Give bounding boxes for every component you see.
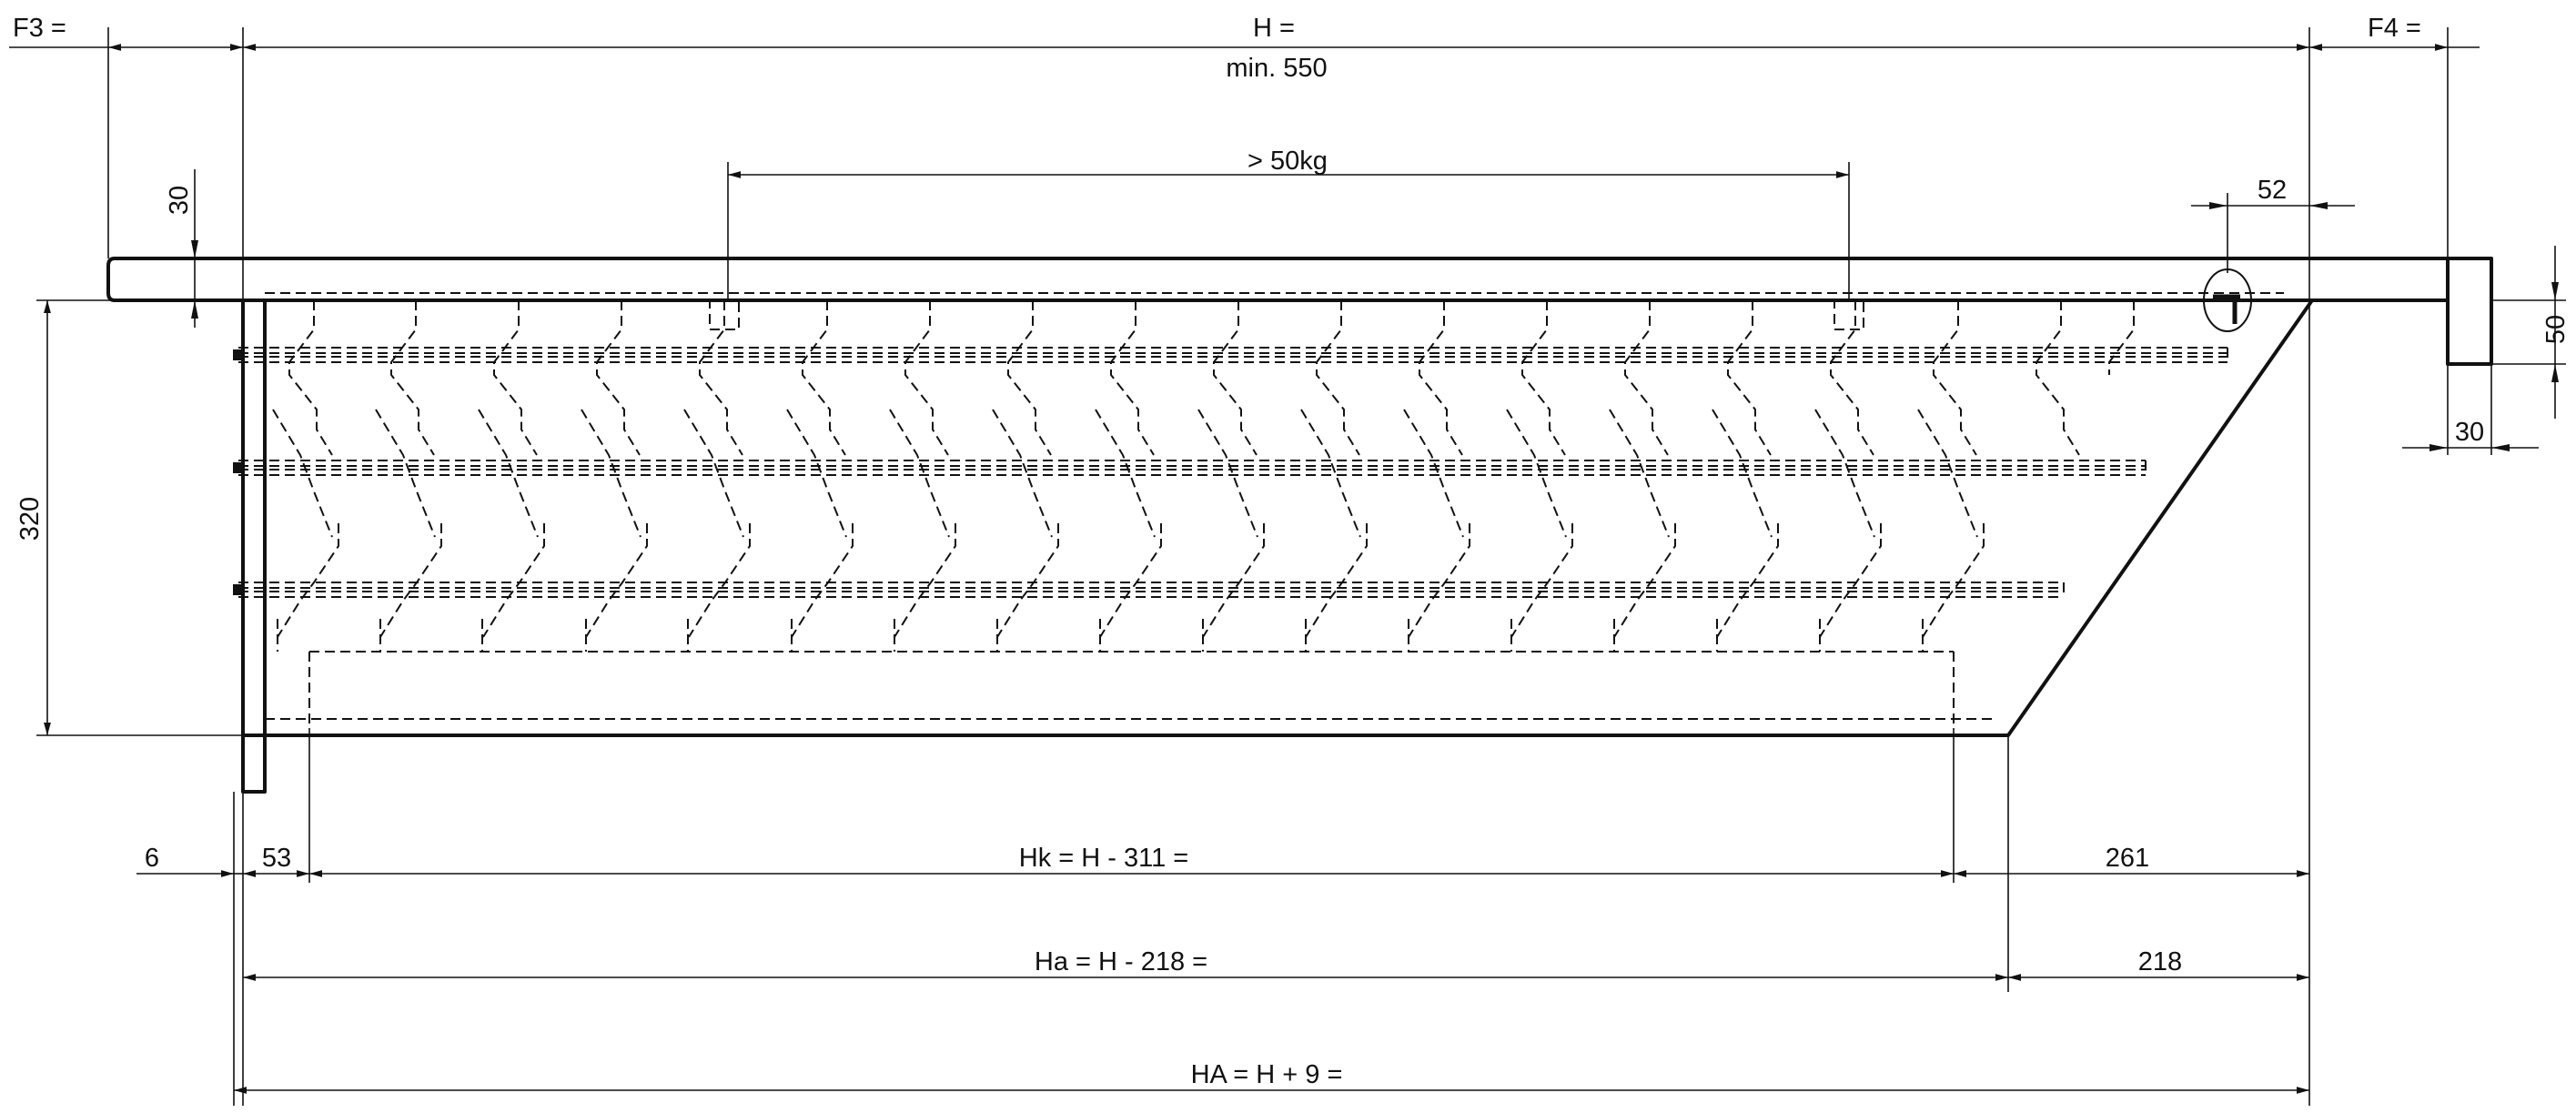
rail-caps — [233, 349, 242, 595]
hidden-lines — [238, 292, 2284, 728]
hidden-rail-1 — [238, 347, 2228, 363]
dimension-lines — [9, 44, 2559, 1094]
top-plate — [106, 257, 2450, 302]
label-ha: Ha = H - 218 = — [1035, 947, 1207, 976]
hidden-rail-3 — [238, 582, 2065, 598]
bottom-edge — [243, 298, 2314, 737]
label-52: 52 — [2258, 176, 2287, 205]
shelf-outline — [106, 257, 2493, 794]
hidden-fixing-left — [709, 299, 740, 330]
hidden-inner-frame — [265, 651, 1993, 728]
hidden-fixing-right — [1834, 299, 1864, 330]
back-wall — [241, 298, 267, 794]
label-50: 50 — [2541, 315, 2571, 344]
label-load: > 50kg — [1248, 147, 1328, 176]
dim-arrows-30-top — [191, 240, 198, 319]
label-ha-total: HA = H + 9 = — [1191, 1060, 1343, 1089]
label-218: 218 — [2138, 947, 2182, 976]
hidden-zigzag-row-1 — [288, 300, 2135, 456]
dim-arrows-30-right — [2430, 444, 2510, 451]
right-hook — [2446, 257, 2493, 366]
dimension-labels: F3 = H = min. 550 F4 = > 50kg 52 30 320 … — [13, 14, 2571, 1089]
extension-lines — [36, 27, 2566, 1106]
hidden-rail-2 — [238, 460, 2147, 476]
label-261: 261 — [2106, 844, 2149, 873]
label-53: 53 — [262, 844, 291, 873]
label-f3: F3 = — [13, 14, 66, 43]
hidden-zigzag-row-2 — [272, 409, 1978, 538]
hidden-ticks — [277, 619, 1924, 652]
label-30-right: 30 — [2455, 418, 2484, 447]
label-f4: F4 = — [2368, 14, 2421, 43]
label-h: H = — [1253, 14, 1295, 43]
label-h-min: min. 550 — [1226, 54, 1327, 83]
label-6: 6 — [145, 844, 159, 873]
label-30-top: 30 — [165, 186, 194, 215]
label-hk: Hk = H - 311 = — [1019, 844, 1188, 873]
label-320: 320 — [15, 497, 45, 541]
hidden-zigzag-row-3 — [277, 523, 1985, 638]
